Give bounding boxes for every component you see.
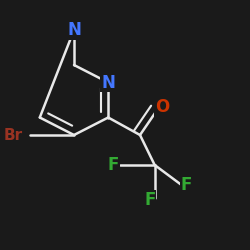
Text: F: F [108, 156, 119, 174]
Text: Br: Br [4, 128, 23, 142]
Text: F: F [181, 176, 192, 194]
Text: F: F [144, 191, 156, 209]
Text: N: N [101, 74, 115, 92]
Text: O: O [155, 98, 169, 116]
Text: N: N [67, 21, 81, 39]
